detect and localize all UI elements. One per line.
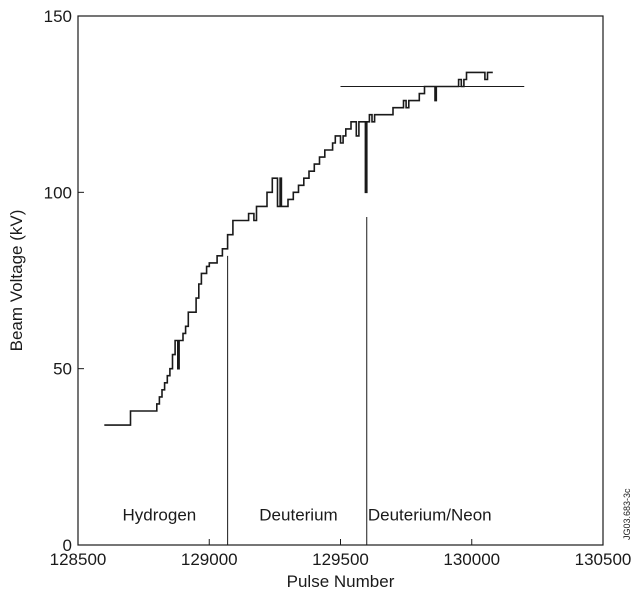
y-tick-label: 0 (63, 536, 72, 555)
y-axis-ticks: 0 50 100 150 (44, 7, 84, 555)
region-label: Deuterium/Neon (368, 505, 492, 524)
beam-voltage-series-line (104, 71, 493, 426)
x-tick-label: 130000 (443, 550, 500, 569)
x-tick-label: 129500 (312, 550, 369, 569)
y-tick-label: 50 (53, 360, 72, 379)
x-tick-label: 129000 (181, 550, 238, 569)
plot-frame (77, 15, 604, 546)
y-tick-label: 150 (44, 7, 72, 26)
y-tick-label: 100 (44, 183, 72, 202)
plot-area: Hydrogen Deuterium Deuterium/Neon (77, 15, 604, 546)
x-tick-label: 128500 (50, 550, 107, 569)
x-axis-label: Pulse Number (287, 572, 395, 591)
y-axis-label: Beam Voltage (kV) (7, 210, 26, 352)
region-label: Hydrogen (123, 505, 197, 524)
figure-id-stamp: JG03.683-3c (622, 488, 632, 540)
region-label: Deuterium (259, 505, 337, 524)
x-tick-label: 130500 (575, 550, 632, 569)
x-axis-ticks: 128500 129000 129500 130000 130500 (50, 539, 632, 569)
